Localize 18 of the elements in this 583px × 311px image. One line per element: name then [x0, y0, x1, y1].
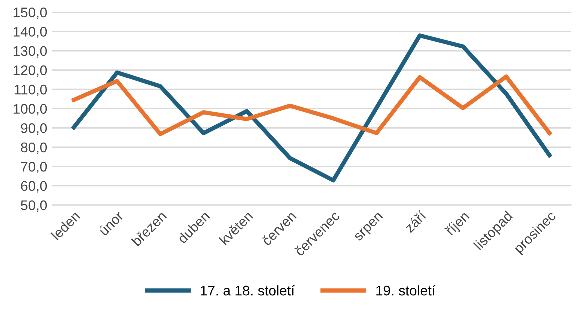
legend-label: 19. století	[376, 285, 436, 296]
y-tick-label: 80,0	[21, 142, 48, 154]
y-tick-label: 90,0	[21, 123, 48, 135]
legend-label: 17. a 18. století	[201, 285, 295, 296]
y-tick-label: 60,0	[21, 181, 48, 193]
line-series	[72, 34, 552, 183]
y-tick-label: 120,0	[14, 66, 48, 78]
y-tick-label: 140,0	[14, 27, 48, 39]
y-tick-label: 100,0	[14, 104, 48, 116]
x-tick-label: říjen	[444, 210, 472, 238]
y-tick-label: 150,0	[14, 8, 48, 20]
y-tick-label: 50,0	[21, 200, 48, 212]
y-tick-label: 70,0	[21, 162, 48, 174]
line-series	[72, 74, 552, 136]
y-tick-label: 130,0	[14, 46, 48, 58]
x-tick-label: září	[404, 210, 428, 234]
x-tick-label: únor	[98, 210, 124, 236]
y-tick-label: 110,0	[14, 84, 48, 96]
